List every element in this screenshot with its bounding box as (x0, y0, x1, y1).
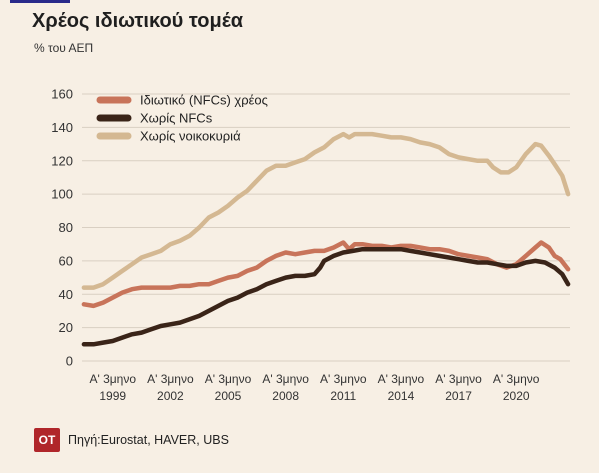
publisher-logo: OT (34, 428, 60, 452)
y-tick-label-60: 60 (59, 253, 73, 268)
legend-item-private-debt-label: Ιδιωτικό (NFCs) χρέος (140, 93, 268, 108)
y-tick-label-20: 20 (59, 320, 73, 335)
legend-item-no-households-label: Χωρίς νοικοκυριά (140, 129, 241, 144)
y-tick-label-40: 40 (59, 287, 73, 302)
x-tick-label-2011-quarter: Α' 3μηνο (320, 372, 367, 386)
legend-item-no-nfcs-label: Χωρίς NFCs (140, 111, 213, 126)
x-tick-label-2017: 2017 (445, 389, 472, 403)
x-tick-label-2005: 2005 (215, 389, 242, 403)
series-line-no-nfcs (81, 246, 571, 347)
y-tick-label-0: 0 (66, 354, 73, 369)
x-tick-label-2002: 2002 (157, 389, 184, 403)
source-note: Πηγή:Eurostat, HAVER, UBS (68, 433, 229, 447)
x-tick-label-2002-quarter: Α' 3μηνο (147, 372, 194, 386)
x-tick-label-2020-quarter: Α' 3μηνο (493, 372, 540, 386)
y-tick-label-100: 100 (51, 187, 73, 202)
chart-grid (82, 93, 570, 362)
y-tick-label-120: 120 (51, 153, 73, 168)
top-accent-rule (10, 0, 70, 3)
x-tick-label-2020: 2020 (503, 389, 530, 403)
x-tick-label-2017-quarter: Α' 3μηνο (435, 372, 482, 386)
y-tick-label-80: 80 (59, 220, 73, 235)
x-tick-label-2011: 2011 (330, 389, 356, 403)
x-tick-label-2008: 2008 (272, 389, 299, 403)
series-line-no-households (81, 131, 571, 290)
x-axis: Α' 3μηνο 1999 Α' 3μηνο 2002 Α' 3μηνο 2005 Α' 3… (89, 372, 539, 403)
series-lines (81, 131, 571, 347)
chart-subtitle: % του ΑΕΠ (34, 41, 94, 55)
x-tick-label-2008-quarter: Α' 3μηνο (262, 372, 309, 386)
chart-legend: Ιδιωτικό (NFCs) χρέος Χωρίς NFCs Χωρίς νοι… (96, 93, 268, 144)
x-tick-label-2014: 2014 (388, 389, 415, 403)
chart-title: Χρέος ιδιωτικού τομέα (32, 10, 244, 32)
x-tick-label-1999-quarter: Α' 3μηνο (89, 372, 136, 386)
footer: OT Πηγή:Eurostat, HAVER, UBS (34, 428, 229, 452)
x-tick-label-2005-quarter: Α' 3μηνο (205, 372, 252, 386)
y-axis: 0 20 40 60 80 100 120 140 160 (51, 87, 73, 369)
x-tick-label-2014-quarter: Α' 3μηνο (378, 372, 425, 386)
x-tick-label-1999: 1999 (99, 389, 126, 403)
y-tick-label-140: 140 (51, 120, 73, 135)
y-tick-label-160: 160 (51, 87, 73, 102)
